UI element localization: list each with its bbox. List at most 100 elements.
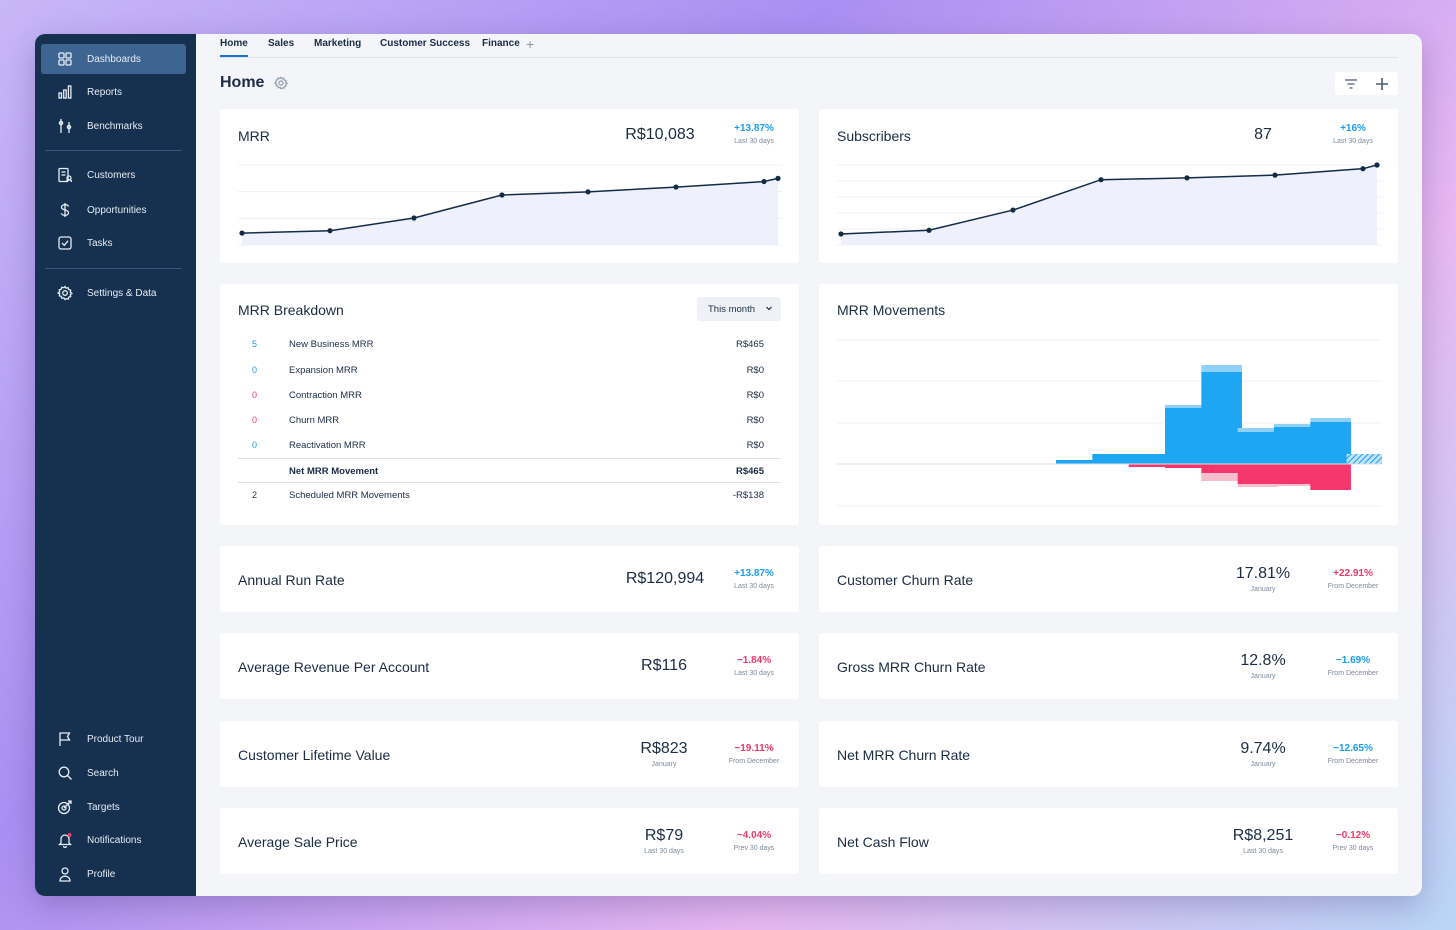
- card-title: Net Cash Flow: [837, 834, 929, 850]
- annual-run-rate-card[interactable]: Annual Run Rate R$120,994 +13.87% Last 3…: [220, 546, 799, 612]
- sidebar-item-label: Opportunities: [87, 204, 147, 216]
- metric-value: R$823: [640, 740, 688, 757]
- metric-delta: −4.04%: [736, 830, 772, 841]
- tab-customer-success[interactable]: Customer Success: [380, 38, 471, 49]
- sidebar-item-label: Notifications: [87, 834, 142, 846]
- user-icon: [57, 866, 73, 882]
- sidebar-item-benchmarks[interactable]: Benchmarks: [41, 111, 186, 141]
- add-widget-icon[interactable]: [1367, 72, 1399, 95]
- sidebar-item-label: Targets: [87, 801, 120, 813]
- row-label: Churn MRR: [289, 415, 340, 426]
- data-point: [411, 215, 417, 221]
- tab-marketing[interactable]: Marketing: [314, 38, 362, 49]
- bar-new-expansion: [1346, 454, 1382, 464]
- net-mrr-row: Net MRR Movement R$465: [238, 458, 781, 483]
- bar-contraction: [1237, 484, 1279, 487]
- metric-delta: −12.65%: [1333, 743, 1373, 754]
- row-value: -R$138: [732, 490, 764, 501]
- row-label: Net MRR Movement: [289, 466, 379, 477]
- sidebar-item-opportunities[interactable]: Opportunities: [41, 195, 186, 225]
- tab-home[interactable]: Home: [220, 38, 248, 57]
- sidebar-item-tasks[interactable]: Tasks: [41, 228, 186, 258]
- table-row[interactable]: 2 Scheduled MRR Movements -R$138: [238, 483, 781, 508]
- metric-value: 12.8%: [1240, 652, 1286, 669]
- sidebar-item-product-tour[interactable]: Product Tour: [41, 724, 186, 754]
- customer-lifetime-value-card[interactable]: Customer Lifetime Value R$823 January −1…: [220, 721, 799, 787]
- mrr-movements-card[interactable]: MRR Movements: [819, 284, 1398, 525]
- sidebar-item-notifications[interactable]: Notifications: [41, 825, 186, 855]
- mrr-card[interactable]: MRR R$10,083 +13.87% Last 30 days: [220, 109, 799, 263]
- period-select[interactable]: This month: [697, 297, 781, 321]
- subscribers-line-chart: [837, 162, 1382, 246]
- sidebar-item-search[interactable]: Search: [41, 758, 186, 788]
- card-title: MRR: [238, 128, 270, 144]
- arpa-card[interactable]: Average Revenue Per Account R$116 −1.84%…: [220, 633, 799, 699]
- sidebar-item-label: Settings & Data: [87, 287, 157, 299]
- net-mrr-churn-rate-card[interactable]: Net MRR Churn Rate 9.74% January −12.65%…: [819, 721, 1398, 787]
- metric-delta-caption: From December: [1327, 583, 1379, 590]
- bar-new-expansion: [1056, 460, 1097, 464]
- mrr-delta: +13.87%: [734, 123, 774, 134]
- bar-churn: [1274, 464, 1315, 484]
- metric-value: R$79: [644, 827, 684, 844]
- subscribers-delta-caption: Last 30 days: [1333, 138, 1373, 145]
- data-point: [1098, 177, 1104, 183]
- metric-value-caption: January: [651, 761, 677, 768]
- row-count: 0: [252, 390, 258, 400]
- row-count: 0: [252, 365, 258, 375]
- metric-value-caption: Last 30 days: [644, 848, 684, 855]
- filter-icon[interactable]: [1335, 72, 1367, 95]
- bar-contraction: [1201, 473, 1242, 481]
- net-cash-flow-card[interactable]: Net Cash Flow R$8,251 Last 30 days −0.12…: [819, 808, 1398, 874]
- sidebar-item-profile[interactable]: Profile: [41, 859, 186, 889]
- metric-delta: −1.84%: [736, 655, 772, 666]
- series-line: [840, 164, 1378, 235]
- average-sale-price-card[interactable]: Average Sale Price R$79 Last 30 days −4.…: [220, 808, 799, 874]
- sidebar-item-reports[interactable]: Reports: [41, 77, 186, 107]
- flag-icon: [57, 731, 73, 747]
- sidebar-item-targets[interactable]: Targets: [41, 792, 186, 822]
- subscribers-card[interactable]: Subscribers 87 +16% Last 30 days: [819, 109, 1398, 263]
- bell-icon: [57, 832, 73, 848]
- metric-delta-caption: Prev 30 days: [1332, 845, 1374, 852]
- data-point: [327, 228, 333, 234]
- bar-reactivation: [1274, 424, 1315, 427]
- data-point: [1184, 175, 1190, 181]
- bar-churn: [1128, 464, 1170, 467]
- tab-finance[interactable]: Finance: [482, 38, 520, 49]
- sidebar-item-settings[interactable]: Settings & Data: [41, 278, 186, 308]
- row-count: 0: [252, 415, 258, 425]
- main-content: Home Sales Marketing Customer Success Fi…: [196, 34, 1422, 896]
- mrr-delta-caption: Last 30 days: [734, 138, 774, 145]
- search-icon: [57, 765, 73, 781]
- row-value: R$0: [746, 415, 764, 426]
- bar-churn: [1237, 464, 1279, 484]
- table-row[interactable]: 0 Churn MRR R$0: [238, 408, 781, 433]
- bar-reactivation: [1165, 405, 1206, 408]
- sidebar-item-dashboards[interactable]: Dashboards: [41, 44, 186, 74]
- row-label: New Business MRR: [289, 339, 374, 350]
- area-fill: [242, 178, 778, 245]
- checkbox-icon: [57, 235, 73, 251]
- bar-new-expansion: [1201, 372, 1242, 464]
- sidebar-item-customers[interactable]: Customers: [41, 160, 186, 190]
- table-row[interactable]: 0 Contraction MRR R$0: [238, 383, 781, 408]
- table-row[interactable]: 0 Expansion MRR R$0: [238, 358, 781, 383]
- metric-delta: −1.69%: [1335, 655, 1371, 666]
- card-title: Gross MRR Churn Rate: [837, 659, 986, 675]
- sidebar: Dashboards Reports Benchmarks Customers …: [35, 34, 196, 896]
- data-point: [673, 184, 679, 190]
- table-row[interactable]: 0 Reactivation MRR R$0: [238, 433, 781, 458]
- bar-reactivation: [1310, 418, 1351, 422]
- customer-churn-rate-card[interactable]: Customer Churn Rate 17.81% January +22.9…: [819, 546, 1398, 612]
- sidebar-item-label: Tasks: [87, 237, 113, 249]
- table-row[interactable]: 5 New Business MRR R$465: [238, 332, 781, 357]
- data-point: [239, 230, 245, 236]
- dollar-icon: [57, 202, 73, 218]
- tab-sales[interactable]: Sales: [268, 38, 295, 49]
- dashboard-settings-gear-icon[interactable]: [274, 76, 288, 90]
- metric-delta-caption: From December: [728, 758, 780, 765]
- row-count: 0: [252, 440, 258, 450]
- add-tab-icon[interactable]: +: [526, 36, 535, 52]
- gross-mrr-churn-rate-card[interactable]: Gross MRR Churn Rate 12.8% January −1.69…: [819, 633, 1398, 699]
